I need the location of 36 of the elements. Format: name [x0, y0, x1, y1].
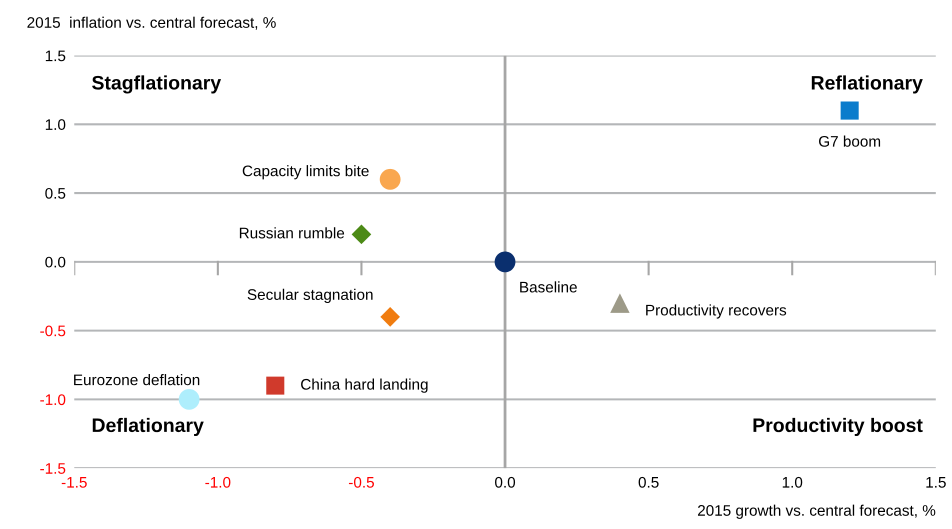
point [352, 224, 372, 244]
point [380, 307, 400, 327]
x-tick-label: 0.5 [638, 476, 659, 488]
x-tick-label: 1.5 [926, 477, 946, 488]
series-label: G7 boom [819, 136, 880, 147]
annotation: Stagflationary [92, 75, 222, 94]
x-axis-title: 2015 growth vs. central forecast, % [698, 504, 936, 519]
point [266, 376, 284, 395]
series-label: Russian rumble [240, 227, 344, 238]
y-tick-label: 0.5 [45, 188, 66, 199]
y-tick-label: 0.0 [45, 256, 66, 268]
annotation: Productivity boost [754, 418, 923, 436]
series-label: Baseline [520, 281, 577, 293]
series-label: Productivity recovers [646, 304, 786, 319]
y-axis-title: 2015 inflation vs. central forecast, % [27, 16, 276, 30]
point [610, 293, 630, 313]
series-label: Secular stagnation [248, 288, 373, 303]
annotation: Deflationary [92, 418, 204, 436]
x-tick-label: -1.5 [62, 477, 87, 488]
y-tick-label: -0.5 [40, 325, 66, 336]
y-tick-label: -1.5 [40, 463, 66, 474]
y-tick-label: -1.0 [40, 394, 66, 406]
series-label: China hard landing [301, 378, 428, 393]
point [494, 251, 516, 272]
annotation: Reflationary [812, 75, 923, 94]
point [840, 102, 859, 120]
x-tick-label: -0.5 [348, 476, 374, 488]
x-tick-label: -1.0 [205, 476, 230, 488]
point [178, 388, 200, 410]
series-label: Capacity limits bite [242, 165, 369, 180]
point [380, 168, 401, 190]
y-tick-label: 1.5 [46, 50, 66, 62]
x-tick-label: 1.0 [782, 476, 802, 488]
x-tick-label: 0.0 [495, 476, 516, 488]
series-label: Eurozone deflation [74, 374, 200, 386]
y-tick-label: 1.0 [46, 119, 66, 130]
